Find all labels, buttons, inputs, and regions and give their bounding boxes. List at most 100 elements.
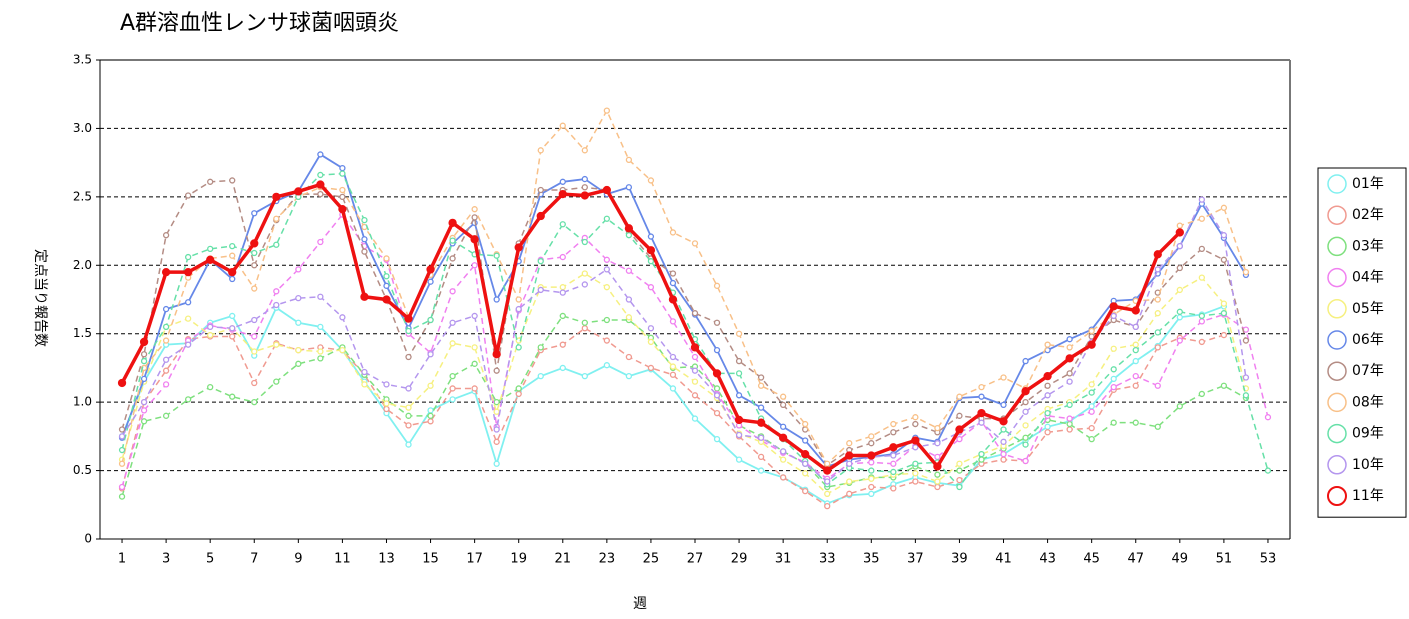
- data-point: [824, 503, 831, 510]
- legend-marker: [1327, 361, 1347, 381]
- data-point: [603, 362, 611, 369]
- data-point: [537, 147, 544, 154]
- data-point: [405, 422, 412, 429]
- data-point: [515, 385, 522, 392]
- data-point: [581, 281, 588, 288]
- data-point: [1132, 341, 1139, 348]
- x-tick-label: 35: [863, 552, 880, 567]
- x-tick-label: 15: [422, 552, 439, 567]
- y-tick-label: 3.0: [73, 121, 92, 135]
- data-point: [933, 462, 942, 471]
- data-point: [1176, 242, 1183, 250]
- data-point: [1198, 318, 1206, 325]
- data-point: [1000, 374, 1007, 381]
- data-point: [912, 444, 919, 451]
- data-point: [405, 404, 412, 411]
- data-point: [1000, 450, 1007, 458]
- data-point: [162, 337, 170, 344]
- data-point: [824, 460, 831, 467]
- data-point: [207, 331, 214, 339]
- data-point: [558, 189, 567, 199]
- data-point: [955, 425, 964, 434]
- data-point: [581, 238, 588, 246]
- data-point: [669, 270, 677, 277]
- data-point: [1044, 423, 1051, 430]
- x-tick-label: 43: [1039, 552, 1056, 567]
- data-point: [493, 252, 500, 259]
- data-point: [449, 340, 456, 347]
- data-point: [229, 393, 236, 400]
- data-point: [868, 467, 875, 474]
- data-point: [1198, 274, 1206, 281]
- data-point: [1044, 392, 1051, 399]
- data-point: [184, 192, 192, 199]
- data-point: [581, 372, 588, 380]
- data-point: [1220, 382, 1228, 389]
- data-point: [1154, 310, 1161, 317]
- data-point: [361, 368, 368, 376]
- data-point: [316, 180, 325, 189]
- data-point: [1022, 441, 1029, 448]
- data-point: [978, 383, 985, 391]
- data-point: [471, 344, 478, 351]
- data-point: [537, 344, 544, 351]
- data-point: [471, 214, 478, 221]
- data-point: [802, 437, 809, 444]
- data-point: [999, 417, 1008, 426]
- data-point: [956, 412, 963, 419]
- data-point: [625, 314, 633, 321]
- data-point: [713, 435, 721, 443]
- data-point: [339, 164, 346, 172]
- x-axis-label: 週: [633, 596, 647, 612]
- data-point: [691, 353, 699, 361]
- data-point: [559, 178, 566, 185]
- series-line: [121, 153, 1247, 468]
- data-point: [1153, 250, 1162, 259]
- data-point: [1132, 372, 1139, 380]
- data-point: [383, 405, 390, 413]
- x-tick-label: 33: [819, 552, 836, 567]
- data-point: [1000, 401, 1007, 409]
- x-tick-label: 41: [995, 552, 1012, 567]
- data-point: [515, 296, 522, 303]
- x-tick-label: 47: [1127, 552, 1144, 567]
- data-point: [868, 433, 875, 440]
- data-point: [647, 258, 655, 265]
- data-point: [824, 490, 831, 497]
- data-point: [868, 440, 875, 447]
- data-point: [405, 385, 412, 392]
- data-point: [229, 275, 236, 283]
- data-point: [1066, 420, 1073, 428]
- data-point: [1087, 340, 1096, 349]
- data-point: [515, 344, 522, 351]
- data-point: [890, 420, 897, 428]
- data-point: [956, 477, 963, 484]
- data-point: [140, 375, 148, 383]
- data-point: [978, 393, 985, 400]
- data-point: [118, 493, 126, 500]
- data-point: [712, 369, 722, 378]
- data-point: [184, 299, 192, 306]
- data-point: [624, 224, 634, 233]
- data-point: [911, 436, 920, 445]
- data-point: [735, 357, 743, 365]
- data-point: [956, 467, 963, 474]
- data-point: [779, 456, 787, 463]
- data-point: [691, 240, 699, 247]
- data-point: [801, 449, 810, 459]
- data-point: [559, 312, 566, 320]
- data-point: [118, 483, 126, 491]
- data-point: [1065, 354, 1074, 363]
- data-point: [1176, 286, 1183, 294]
- data-point: [912, 470, 919, 477]
- legend-marker: [1327, 423, 1347, 444]
- data-point: [405, 353, 412, 361]
- legend-marker: [1327, 205, 1347, 225]
- data-point: [162, 305, 170, 313]
- data-point: [1066, 415, 1073, 422]
- data-point: [691, 392, 699, 399]
- data-point: [537, 186, 544, 194]
- data-point: [1088, 327, 1095, 335]
- x-tick-label: 49: [1172, 552, 1189, 567]
